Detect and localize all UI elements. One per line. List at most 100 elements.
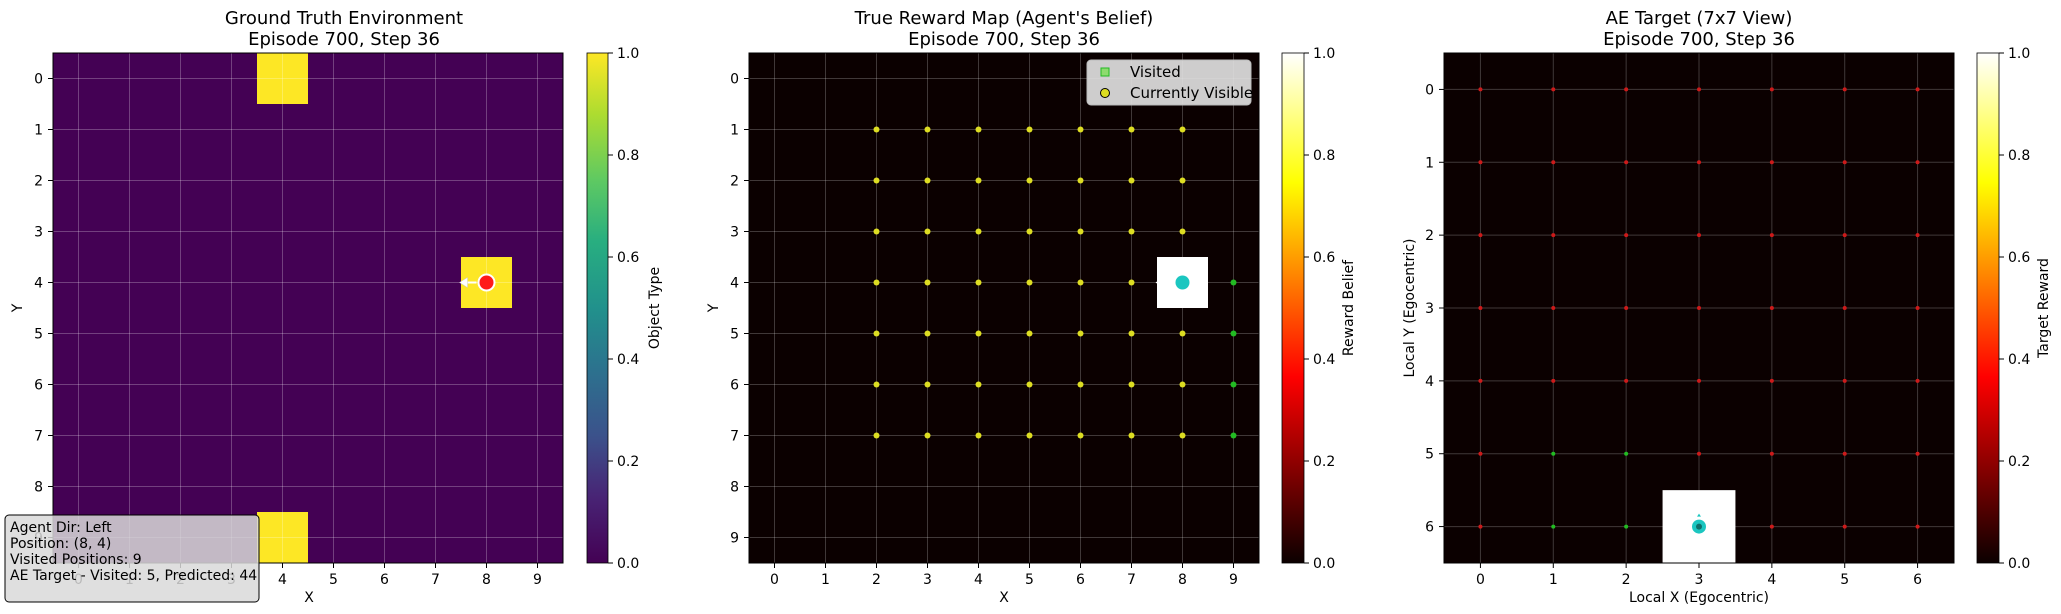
agent-marker [477, 273, 496, 292]
visited-cell-marker [1230, 279, 1237, 286]
visible-cell-marker [1128, 126, 1135, 133]
p1-ytick-label: 8 [34, 480, 43, 496]
p1-xtick-label: 9 [533, 572, 542, 588]
visible-cell-marker [1026, 432, 1033, 439]
visited-cell-marker [1230, 432, 1237, 439]
agent-direction-arrow [1155, 278, 1162, 287]
visible-cell-marker [975, 177, 982, 184]
p2-xtick-label: 9 [1229, 572, 1238, 588]
agent-marker-core [1696, 523, 1702, 530]
visible-cell-marker [1179, 177, 1186, 184]
visible-cell-marker [975, 279, 982, 286]
p2-ytick-label: 7 [730, 429, 739, 445]
target-cell-marker [1478, 524, 1483, 529]
p1-ytick-label: 4 [34, 276, 43, 292]
target-cell-marker [1915, 378, 1920, 383]
p2-xtick-label: 2 [872, 572, 881, 588]
visible-cell-marker [1026, 381, 1033, 388]
panel-ground-truth: Ground Truth Environment Episode 700, St… [4, 8, 663, 606]
panel1-title-line2: Episode 700, Step 36 [248, 29, 440, 50]
visible-cell-marker [873, 381, 880, 388]
target-cell-marker [1842, 160, 1847, 165]
agent-marker [1175, 275, 1190, 290]
visible-cell-marker [1077, 177, 1084, 184]
panel2-legend: Visited Currently Visible [1086, 59, 1253, 106]
visible-cell-marker [1128, 177, 1135, 184]
p2-xtick-label: 6 [1076, 572, 1085, 588]
visible-cell-marker [1026, 330, 1033, 337]
panel2-ylabel: Y [706, 303, 722, 313]
panel3-title-line2: Episode 700, Step 36 [1603, 29, 1795, 50]
target-cell-marker [1551, 378, 1556, 383]
panel1-colorbar-label: Object Type [647, 267, 663, 349]
visible-cell-marker [975, 432, 982, 439]
p1-cbtick-label: 0.4 [617, 352, 639, 368]
p3-ytick-label: 3 [1425, 301, 1434, 317]
visible-cell-marker [1077, 228, 1084, 235]
p2-xtick-label: 5 [1025, 572, 1034, 588]
p2-ytick-label: 1 [730, 123, 739, 139]
visited-cell-marker [1551, 451, 1556, 456]
p3-cbtick-label: 0.4 [2008, 352, 2030, 368]
visible-cell-marker [975, 126, 982, 133]
p3-ytick-label: 4 [1425, 374, 1434, 390]
target-cell-marker [1915, 233, 1920, 238]
visible-cell-marker [873, 177, 880, 184]
visible-cell-marker [1026, 126, 1033, 133]
p2-ytick-label: 2 [730, 174, 739, 190]
visited-cell-marker [1551, 524, 1556, 529]
p1-frame [52, 52, 564, 564]
visible-cell-marker [1179, 330, 1186, 337]
p2-ytick-label: 0 [730, 72, 739, 88]
p1-xtick-label: 5 [329, 572, 338, 588]
visible-cell-marker [1026, 228, 1033, 235]
p2-ytick-label: 3 [730, 225, 739, 241]
p3-xtick-label: 6 [1913, 572, 1922, 588]
target-cell-marker [1624, 160, 1629, 165]
visible-cell-marker [1077, 126, 1084, 133]
panel3-colorbar-label: Target Reward [2036, 258, 2052, 359]
p2-frame [748, 52, 1260, 564]
panel2-title-line2: Episode 700, Step 36 [908, 29, 1100, 50]
visible-cell-marker [1179, 126, 1186, 133]
visible-cell-marker [1128, 432, 1135, 439]
target-cell-marker [1551, 233, 1556, 238]
ae-target-heatmap: 0 0 1 1 2 2 3 3 4 4 5 5 6 6 [1425, 52, 1955, 588]
p1-cbtick-label: 0.8 [617, 148, 639, 164]
p1-xtick-label: 4 [278, 572, 287, 588]
panel1-xlabel: X [304, 590, 314, 606]
visited-cell-marker [1624, 524, 1629, 529]
legend-visited-label: Visited [1130, 63, 1181, 81]
agent-direction-arrow [1697, 513, 1701, 517]
info-ae-target: AE Target - Visited: 5, Predicted: 44 [10, 568, 257, 584]
target-cell-marker [1478, 160, 1483, 165]
target-cell-marker [1478, 451, 1483, 456]
p2-cbtick-label: 0.0 [1313, 556, 1335, 572]
panel-reward-belief: True Reward Map (Agent's Belief) Episode… [706, 8, 1357, 606]
panel2-xlabel: X [999, 590, 1009, 606]
target-cell-marker [1769, 451, 1774, 456]
p2-xtick-label: 7 [1127, 572, 1136, 588]
visible-cell-marker [924, 177, 931, 184]
target-cell-marker [1842, 451, 1847, 456]
legend-visible-label: Currently Visible [1130, 84, 1253, 102]
panel2-title-line1: True Reward Map (Agent's Belief) [854, 8, 1154, 29]
panel-ae-target: AE Target (7x7 View) Episode 700, Step 3… [1402, 8, 2052, 606]
p2-cbtick-label: 0.6 [1313, 250, 1335, 266]
visible-cell-marker [873, 126, 880, 133]
p1-xtick-label: 8 [482, 572, 491, 588]
visited-cell-marker [1230, 330, 1237, 337]
target-cell-marker [1697, 160, 1701, 165]
p1-ytick-label: 0 [34, 72, 43, 88]
target-cell-marker [1915, 306, 1920, 310]
visible-legend-marker [1100, 88, 1110, 98]
p2-cbtick-label: 0.8 [1313, 148, 1335, 164]
visible-cell-marker [1077, 381, 1084, 388]
p1-ytick-label: 6 [34, 378, 43, 394]
target-cell-marker [1697, 378, 1701, 383]
p2-xtick-label: 4 [974, 572, 983, 588]
p3-cbtick-label: 0.0 [2008, 556, 2030, 572]
panel1-colorbar-ticks: 0.0 0.2 0.4 0.6 0.8 1.0 [608, 46, 639, 572]
p3-ytick-label: 1 [1425, 155, 1434, 171]
